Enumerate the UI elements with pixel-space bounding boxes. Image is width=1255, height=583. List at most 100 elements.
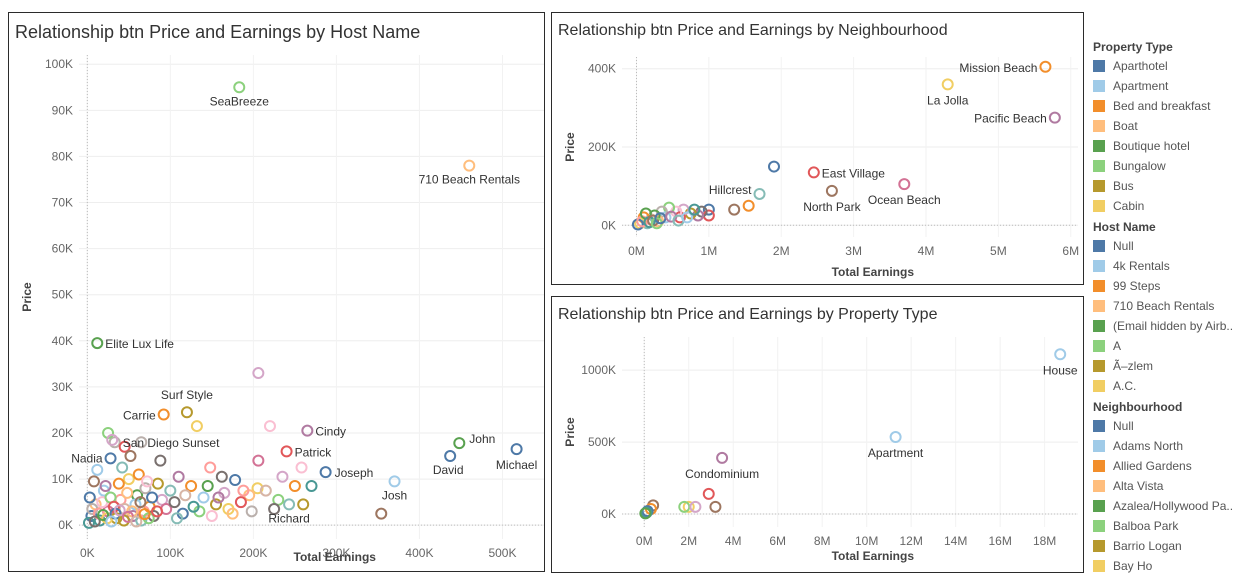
data-point	[108, 436, 121, 449]
x-tick-label: 6M	[769, 534, 786, 548]
chart-title: Relationship btn Price and Earnings by N…	[558, 22, 948, 39]
legend-item[interactable]: 4k Rentals	[1093, 256, 1255, 276]
data-point	[212, 491, 225, 504]
data-label: Hillcrest	[709, 183, 752, 197]
property-type-panel: Relationship btn Price and Earnings by P…	[551, 296, 1084, 573]
legend-label: Bungalow	[1113, 159, 1166, 173]
data-point	[444, 450, 457, 463]
data-point	[138, 508, 151, 521]
data-point	[151, 505, 164, 518]
y-tick-label: 100K	[45, 57, 73, 71]
data-point	[692, 209, 704, 222]
data-point	[215, 470, 228, 483]
data-point	[319, 466, 332, 479]
legend-label: Cabin	[1113, 199, 1145, 213]
y-axis-title: Price	[20, 282, 34, 312]
data-point	[113, 504, 126, 517]
legend-item[interactable]: Apartment	[1093, 76, 1255, 96]
data-point	[130, 515, 143, 528]
legend-label: Bed and breakfast	[1113, 99, 1211, 113]
legend-item[interactable]: Bus	[1093, 176, 1255, 196]
data-point	[280, 445, 293, 458]
data-point	[688, 203, 701, 216]
y-axis-title: Price	[563, 132, 577, 162]
data-point	[141, 475, 154, 488]
data-label: Condominium	[685, 467, 759, 481]
data-label: 710 Beach Rentals	[419, 173, 520, 187]
legend-item[interactable]: Null	[1093, 236, 1255, 256]
data-point	[689, 500, 702, 513]
data-point	[263, 420, 276, 433]
data-point	[807, 166, 820, 179]
data-label: East Village	[822, 166, 885, 180]
data-label: Carrie	[123, 409, 156, 423]
legend-label: Balboa Park	[1113, 519, 1179, 533]
legend-swatch	[1093, 280, 1105, 292]
data-point	[151, 477, 164, 490]
legend-label: 710 Beach Rentals	[1113, 299, 1215, 313]
data-point	[276, 470, 289, 483]
legend-item[interactable]: Aparthotel	[1093, 56, 1255, 76]
data-point	[295, 461, 308, 474]
legend-item[interactable]: 710 Beach Rentals	[1093, 296, 1255, 316]
data-label: John	[469, 432, 495, 446]
legend-item[interactable]: Alta Vista	[1093, 476, 1255, 496]
x-tick-label: 0M	[636, 534, 653, 548]
legend-item[interactable]: Ã–zlem	[1093, 356, 1255, 376]
y-tick-label: 60K	[52, 242, 73, 256]
legend-item[interactable]: Bed and breakfast	[1093, 96, 1255, 116]
data-point	[201, 479, 214, 492]
data-point	[179, 489, 192, 502]
chart-title: Relationship btn Price and Earnings by P…	[558, 306, 938, 323]
data-point	[510, 443, 523, 456]
data-point	[135, 436, 148, 449]
data-label: Ocean Beach	[868, 193, 941, 207]
legend-item[interactable]: Balboa Park	[1093, 516, 1255, 536]
y-tick-label: 80K	[52, 149, 73, 163]
data-point	[639, 507, 652, 520]
y-tick-label: 50K	[52, 288, 73, 302]
data-point	[132, 468, 145, 481]
legend-item[interactable]: Bay Ho	[1093, 556, 1255, 576]
x-axis-title: Total Earnings	[832, 549, 915, 563]
legend-item[interactable]: Null	[1093, 416, 1255, 436]
x-tick-label: 4M	[725, 534, 742, 548]
legend-item[interactable]: A.C.	[1093, 376, 1255, 396]
data-label: Patrick	[295, 445, 333, 459]
x-tick-label: 14M	[944, 534, 967, 548]
legend-label: Ã–zlem	[1113, 359, 1154, 373]
data-point	[234, 496, 247, 509]
data-point	[226, 507, 239, 520]
legend-item[interactable]: Barrio Logan	[1093, 536, 1255, 556]
legend-item[interactable]: Boutique hotel	[1093, 136, 1255, 156]
y-tick-label: 500K	[588, 435, 616, 449]
legend-label: Boutique hotel	[1113, 139, 1190, 153]
legend-item[interactable]: (Email hidden by Airb..	[1093, 316, 1255, 336]
legend-item[interactable]: 99 Steps	[1093, 276, 1255, 296]
legend-label: A	[1113, 339, 1122, 353]
legend-item[interactable]: A	[1093, 336, 1255, 356]
data-point	[190, 420, 203, 433]
data-point	[118, 440, 131, 453]
y-tick-label: 10K	[52, 472, 73, 486]
legend-item[interactable]: Allied Gardens	[1093, 456, 1255, 476]
data-point	[185, 479, 198, 492]
chart-title: Relationship btn Price and Earnings by H…	[15, 22, 421, 42]
x-tick-label: 0K	[80, 546, 95, 560]
y-tick-label: 200K	[588, 140, 616, 154]
data-point	[180, 406, 193, 419]
legend-item[interactable]: Azalea/Hollywood Pa..	[1093, 496, 1255, 516]
legend-item[interactable]: Adams North	[1093, 436, 1255, 456]
legend-label: Null	[1113, 419, 1134, 433]
legend-swatch	[1093, 380, 1105, 392]
legend-item[interactable]: Cabin	[1093, 196, 1255, 216]
data-label: House	[1043, 363, 1078, 377]
legend-swatch	[1093, 480, 1105, 492]
legend-item[interactable]: Boat	[1093, 116, 1255, 136]
legend-swatch	[1093, 300, 1105, 312]
data-point	[297, 498, 310, 511]
legend-swatch	[1093, 440, 1105, 452]
data-point	[941, 78, 954, 91]
data-point	[259, 484, 272, 497]
legend-item[interactable]: Bungalow	[1093, 156, 1255, 176]
